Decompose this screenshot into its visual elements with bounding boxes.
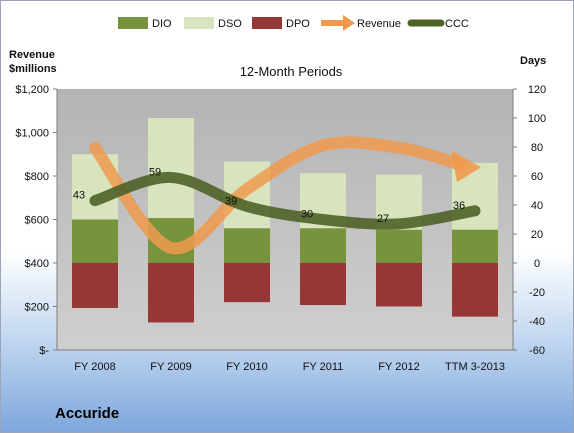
x-tick-label: TTM 3-2013 [445,361,505,373]
legend-label: DPO [286,18,310,30]
right-axis-label: Days [520,55,546,67]
legend-swatch [118,17,148,29]
left-tick-label: $- [39,345,49,357]
x-tick-label: FY 2012 [378,361,419,373]
x-tick-label: FY 2011 [303,361,344,373]
bar-dio [224,228,270,263]
legend-label: DIO [152,18,172,30]
chart-title: 12-Month Periods [240,64,343,79]
left-tick-label: $1,200 [15,84,49,96]
legend-swatch [184,17,214,29]
ccc-data-label: 30 [301,209,313,221]
bar-dpo [376,263,422,307]
x-tick-label: FY 2008 [74,361,115,373]
right-tick-label: -60 [529,345,545,357]
bar-dso [148,118,194,219]
right-tick-label: 0 [534,258,540,270]
bar-dio [300,228,346,263]
right-tick-label: -20 [529,287,545,299]
company-name: Accuride [55,405,120,422]
legend-label: CCC [445,18,469,30]
right-tick-label: 40 [531,200,543,212]
legend-item-revenue: Revenue [321,15,401,31]
left-tick-label: $200 [25,302,49,314]
left-tick-label: $600 [25,215,49,227]
left-axis-label-line1: Revenue [9,49,55,61]
ccc-data-label: 39 [225,195,237,207]
ccc-line [89,171,481,230]
legend-item-dso: DSO [184,17,242,30]
bar-dpo [300,263,346,306]
bar-dpo [452,263,498,317]
legend-arrowhead [343,15,355,31]
right-tick-label: 80 [531,142,543,154]
bar-dio [72,219,118,263]
legend-item-ccc: CCC [407,18,469,30]
right-tick-label: 100 [528,113,546,125]
right-tick-label: 20 [531,229,543,241]
legend-item-dio: DIO [118,17,172,30]
plot-area: 43 59 39 30 27 36 $- $200 $400 $600 $800 $1,000 $1,2… [15,84,546,373]
legend-label: DSO [218,18,242,30]
legend-item-dpo: DPO [252,17,310,30]
bar-dio [376,229,422,263]
x-tick-label: FY 2009 [150,361,191,373]
left-tick-label: $800 [25,171,49,183]
bar-dpo [224,263,270,303]
ccc-data-label: 43 [73,190,85,202]
bar-dpo [148,263,194,323]
legend-label: Revenue [357,18,401,30]
right-tick-label: -40 [529,316,545,328]
left-tick-label: $1,000 [15,128,49,140]
ccc-data-label: 59 [149,166,161,178]
left-axis-label-line2: $millions [9,63,57,75]
x-tick-label: FY 2010 [226,361,267,373]
legend-swatch [252,17,282,29]
bar-dio [452,229,498,263]
legend: DIO DSO DPO Revenue CCC [118,15,469,31]
right-tick-label: 120 [528,84,546,96]
bar-dpo [72,263,118,308]
left-tick-label: $400 [25,258,49,270]
ccc-data-label: 36 [453,200,465,212]
revenue-line [89,136,465,255]
ccc-data-label: 27 [377,213,389,225]
revenue-arrowhead [451,150,481,183]
right-tick-label: 60 [531,171,543,183]
